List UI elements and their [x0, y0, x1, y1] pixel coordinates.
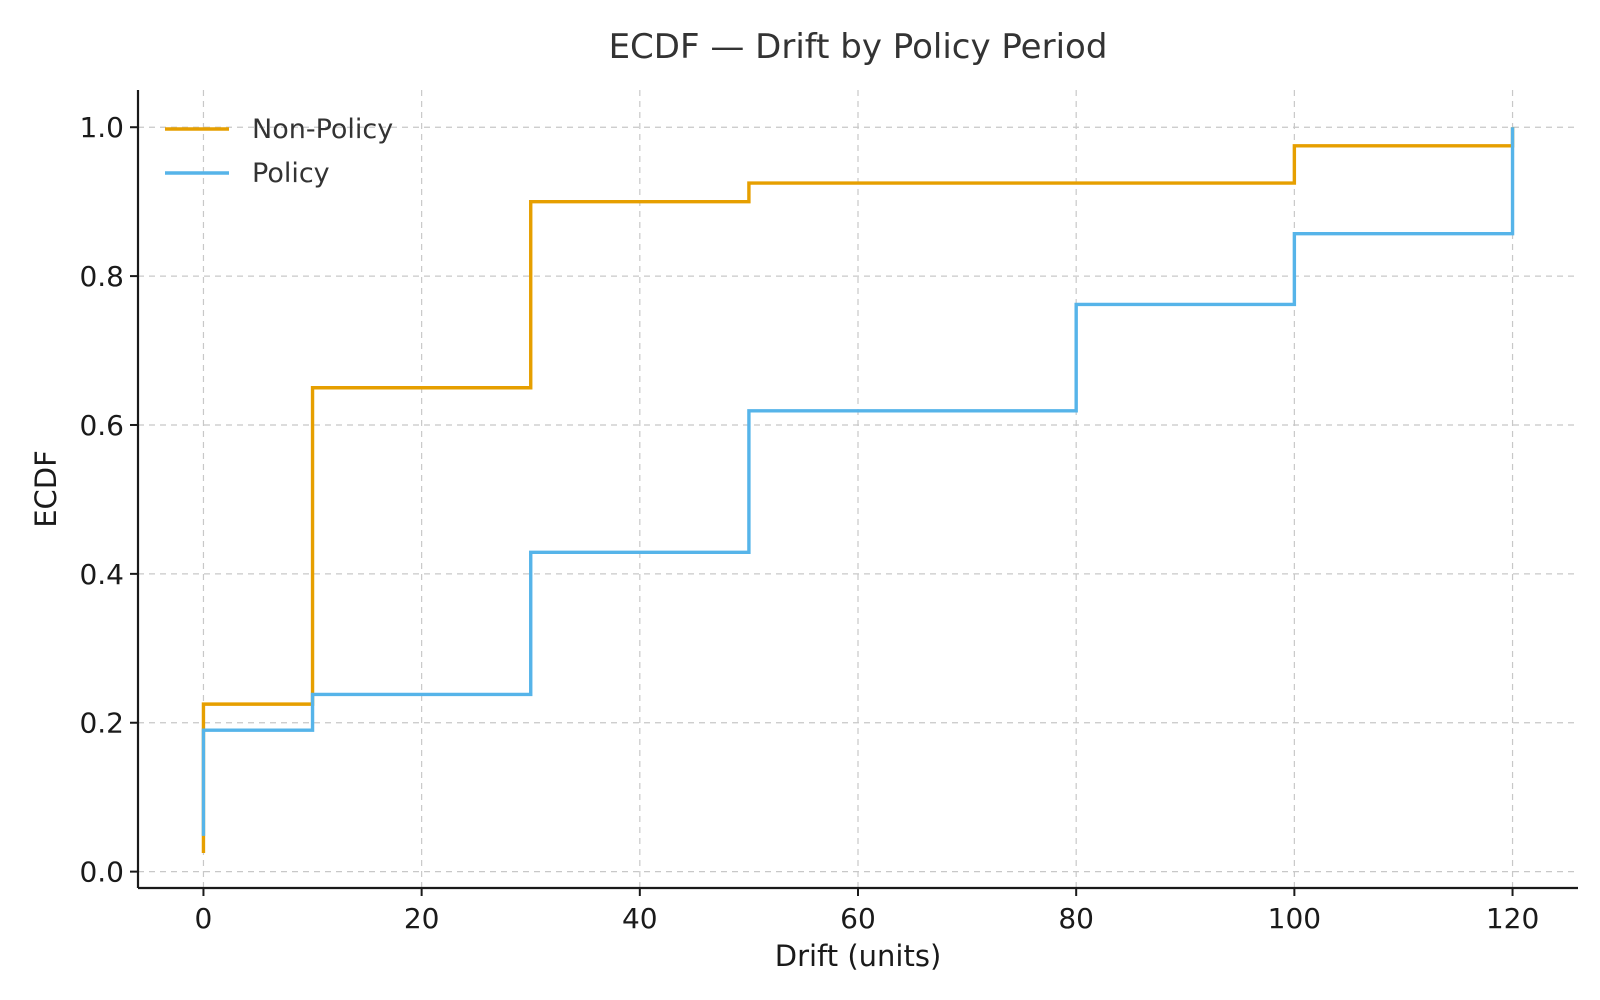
y-tick-label: 0.6	[79, 409, 124, 442]
legend-label: Non-Policy	[252, 114, 393, 145]
x-tick-label: 0	[195, 902, 213, 935]
series-lines	[201, 127, 1515, 854]
x-axis-label: Drift (units)	[775, 939, 942, 973]
x-tick-label: 20	[404, 902, 440, 935]
legend-label: Policy	[252, 158, 330, 189]
series-line-non-policy	[201, 127, 1515, 854]
axes: 0 20 40 60 80 100 120 0.0 0.2 0.4 0.6 0.8 1.0	[79, 90, 1578, 935]
y-tick-label: 0.2	[79, 707, 124, 740]
y-tick-label: 0.0	[79, 856, 124, 889]
x-tick-label: 40	[622, 902, 658, 935]
x-tick-label: 60	[840, 902, 876, 935]
y-tick-label: 1.0	[79, 111, 124, 144]
x-tick-label: 80	[1058, 902, 1094, 935]
grid	[138, 90, 1578, 888]
y-tick-label: 0.4	[79, 558, 124, 591]
y-axis-label: ECDF	[29, 450, 63, 528]
y-tick-label: 0.8	[79, 260, 124, 293]
x-tick-label: 100	[1268, 902, 1321, 935]
legend: Non-Policy Policy	[165, 114, 393, 189]
chart-title: ECDF — Drift by Policy Period	[609, 27, 1108, 67]
x-tick-label: 120	[1486, 902, 1539, 935]
series-line-policy	[201, 127, 1515, 836]
